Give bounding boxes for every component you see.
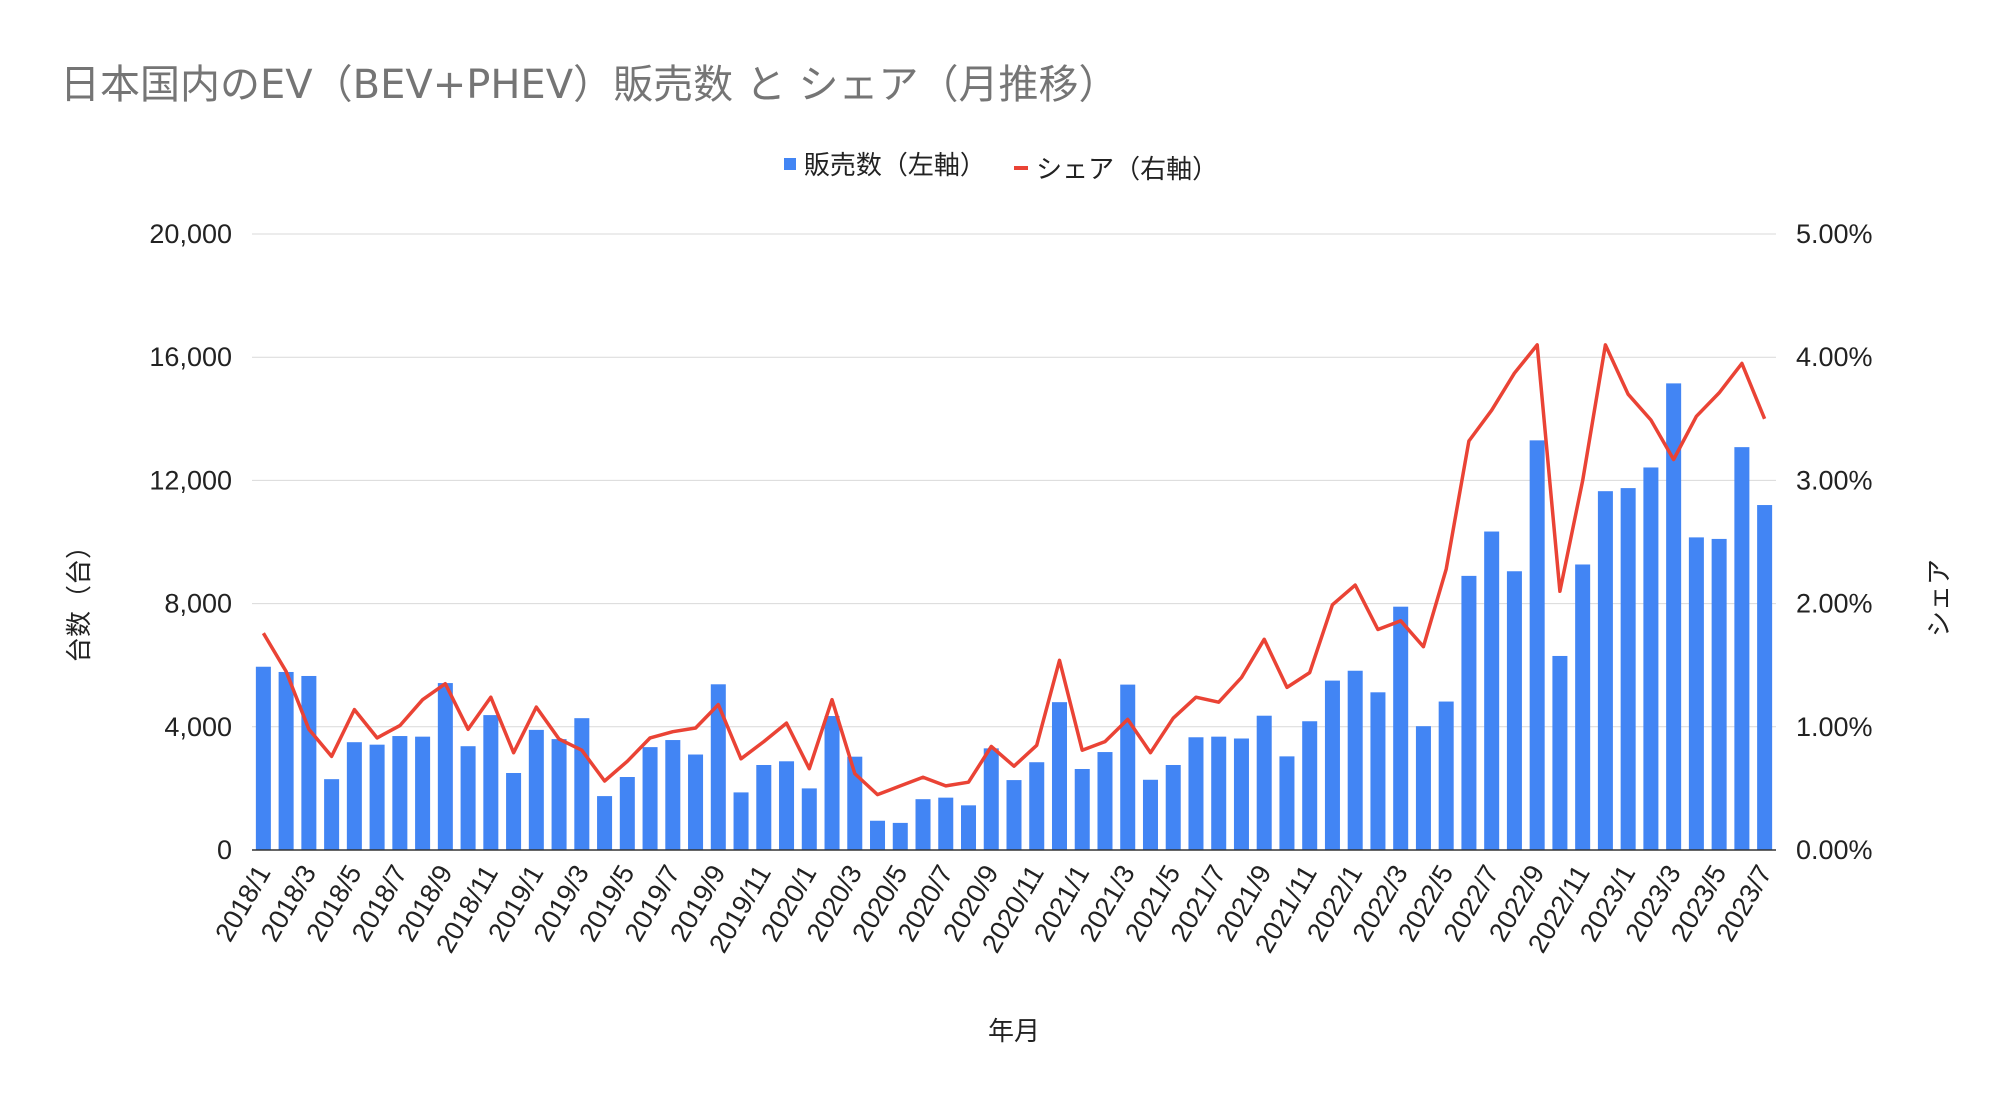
y-left-tick-label: 20,000 xyxy=(149,219,232,249)
share-line xyxy=(261,343,1767,797)
bar xyxy=(1006,780,1022,850)
bar xyxy=(1666,383,1682,850)
bar xyxy=(1279,756,1295,850)
bar xyxy=(1734,447,1750,850)
bar xyxy=(1461,575,1477,850)
bar xyxy=(1643,467,1659,850)
y-left-tick-label: 0 xyxy=(217,835,232,865)
bar xyxy=(779,761,795,850)
legend-label-line: シェア（右軸） xyxy=(1036,155,1219,185)
bar xyxy=(1575,564,1591,850)
x-axis-title: 年月 xyxy=(988,1017,1040,1047)
y-axis-left-title: 台数（台） xyxy=(65,533,95,663)
bar xyxy=(1211,736,1227,850)
bar xyxy=(255,666,271,850)
bar xyxy=(1188,737,1204,850)
bar xyxy=(847,756,863,850)
line-series xyxy=(261,343,1767,797)
bar xyxy=(1233,738,1249,850)
bar xyxy=(1757,505,1773,850)
bar xyxy=(528,729,544,850)
legend-swatch-line xyxy=(1014,165,1029,170)
bar xyxy=(1484,531,1500,850)
grid-lines xyxy=(252,233,1776,728)
y-left-tick-label: 16,000 xyxy=(149,342,232,372)
bar xyxy=(574,718,590,850)
chart-title: 日本国内のEV（BEV+PHEV）販売数 と シェア（月推移） xyxy=(60,62,1119,108)
bar xyxy=(1438,701,1454,850)
bar xyxy=(392,736,408,850)
bar xyxy=(1620,488,1636,850)
bar xyxy=(1324,680,1340,850)
legend: 販売数（左軸） シェア（右軸） xyxy=(0,145,2002,186)
bar xyxy=(369,744,385,850)
bar xyxy=(688,754,704,850)
legend-swatch-bar xyxy=(783,157,796,170)
legend-label-bar: 販売数（左軸） xyxy=(803,151,986,181)
bar xyxy=(1506,571,1522,850)
bar xyxy=(801,788,817,850)
bar xyxy=(619,777,635,850)
bar xyxy=(1302,721,1318,850)
bar xyxy=(597,796,613,850)
bar xyxy=(278,671,294,850)
bar xyxy=(1051,702,1067,850)
bar xyxy=(1256,715,1272,850)
y-right-tick-label: 3.00% xyxy=(1796,465,1873,495)
y-left-tick-label: 4,000 xyxy=(164,712,232,742)
bar xyxy=(483,715,499,850)
bar xyxy=(824,716,840,850)
bar xyxy=(1142,779,1158,850)
bar xyxy=(756,764,772,850)
bar xyxy=(938,797,954,850)
bar xyxy=(915,799,931,850)
bar xyxy=(1711,538,1727,850)
bar xyxy=(870,820,886,850)
bar xyxy=(301,675,317,850)
bar xyxy=(1393,606,1409,850)
bar xyxy=(1688,537,1704,850)
bar xyxy=(1552,655,1568,850)
bar xyxy=(1029,762,1045,850)
bar xyxy=(710,684,726,850)
y-left-tick-label: 12,000 xyxy=(149,465,232,495)
bar xyxy=(1347,670,1363,850)
bar xyxy=(1074,768,1090,850)
legend-item-bar[interactable]: 販売数（左軸） xyxy=(783,145,986,182)
y-right-tick-label: 2.00% xyxy=(1796,589,1873,619)
y-right-tick-label: 1.00% xyxy=(1796,712,1873,742)
bar xyxy=(346,742,362,850)
bar xyxy=(642,747,658,850)
bar-series xyxy=(255,383,1773,850)
bar xyxy=(324,779,340,850)
bar xyxy=(1415,726,1431,850)
bar xyxy=(1097,752,1113,850)
bar xyxy=(460,746,476,850)
y-right-tick-label: 4.00% xyxy=(1796,342,1873,372)
bar xyxy=(551,739,567,850)
y-right-tick-label: 5.00% xyxy=(1796,219,1873,249)
y-axis-right-title: シェア xyxy=(1925,559,1955,637)
bar xyxy=(665,740,681,850)
bar xyxy=(1529,440,1545,850)
bar xyxy=(1120,684,1136,850)
bar xyxy=(983,748,999,850)
bar xyxy=(1165,764,1181,850)
bar xyxy=(1597,491,1613,850)
y-right-tick-label: 0.00% xyxy=(1796,835,1873,865)
bar xyxy=(892,822,908,850)
bar xyxy=(506,773,522,850)
bar xyxy=(1370,692,1386,850)
legend-item-line[interactable]: シェア（右軸） xyxy=(1014,149,1218,186)
bar xyxy=(961,805,977,850)
bar xyxy=(733,792,749,850)
bar xyxy=(437,683,453,850)
y-left-tick-label: 8,000 xyxy=(164,589,232,619)
bar xyxy=(415,736,431,850)
